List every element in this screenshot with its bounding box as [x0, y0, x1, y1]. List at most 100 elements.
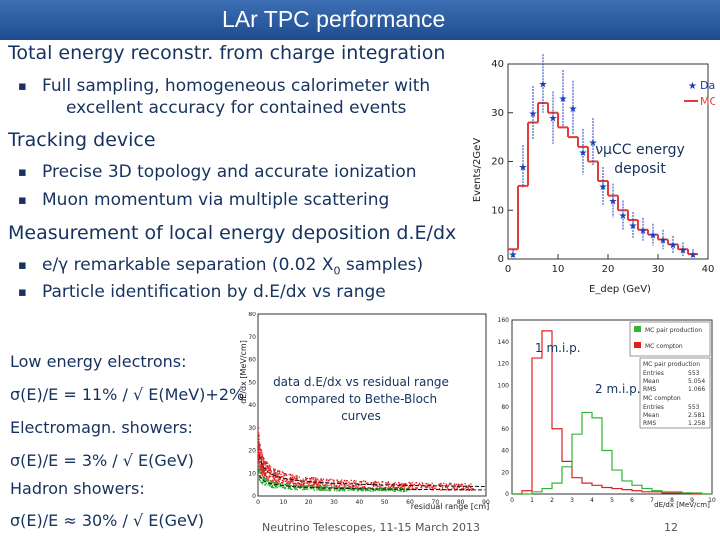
- mip2-label: 2 m.i.p.: [595, 382, 641, 396]
- c2-proton-point: [259, 467, 261, 469]
- c2-proton-point: [361, 486, 364, 488]
- c2-proton-point: [451, 488, 453, 490]
- c2-muon-point: [342, 489, 344, 491]
- c2-proton-point: [330, 478, 332, 480]
- c2-muon-point: [319, 489, 321, 491]
- c2-proton-point: [401, 484, 404, 487]
- c2-muon-point: [271, 482, 273, 484]
- c2-muon-point: [273, 482, 276, 485]
- c2-proton-point: [298, 483, 301, 486]
- c2-proton-point: [265, 475, 267, 477]
- c2-proton-point: [269, 472, 272, 475]
- c2-proton-point: [400, 486, 402, 488]
- c2-proton-point: [346, 480, 348, 482]
- c2-muon-point: [356, 487, 358, 490]
- c2-proton-point: [262, 471, 264, 473]
- c2-proton-point: [263, 463, 265, 465]
- c2-muon-point: [318, 486, 320, 488]
- c2-muon-point: [269, 485, 271, 487]
- c2-proton-point: [258, 448, 260, 450]
- c2-proton-point: [454, 484, 456, 486]
- c2-proton-point: [289, 476, 292, 479]
- c2-proton-point: [264, 473, 266, 475]
- c2-proton-point: [261, 474, 263, 477]
- c1-data-point: ★: [569, 104, 578, 115]
- c2-proton-point: [273, 479, 275, 481]
- c2-proton-point: [388, 483, 390, 485]
- c2-muon-point: [261, 483, 264, 485]
- c2-proton-point: [447, 487, 449, 490]
- res-electrons-label: Low energy electrons:: [10, 352, 187, 371]
- c2-muon-point: [271, 484, 274, 487]
- res-em-label: Electromagn. showers:: [10, 418, 193, 437]
- c2-muon-point: [289, 488, 292, 490]
- c2-proton-point: [343, 479, 346, 482]
- c2-ylabel: dE/dx [MeV/cm]: [240, 340, 248, 404]
- c2-proton-point: [381, 487, 383, 489]
- c2-proton-point: [363, 487, 365, 489]
- c2-muon-point: [372, 489, 374, 491]
- c2-muon-point: [274, 487, 276, 489]
- c3-stat-label: Entries: [643, 370, 664, 377]
- c2-proton-point: [293, 483, 295, 485]
- c2-proton-point: [259, 454, 261, 456]
- c2-proton-point: [260, 473, 263, 475]
- c2-proton-point: [276, 476, 279, 479]
- c1-xtick-label: 10: [552, 264, 565, 275]
- c2-proton-point: [371, 483, 373, 486]
- c2-proton-point: [367, 482, 369, 484]
- c2-proton-point: [263, 474, 265, 476]
- c2-proton-point: [295, 483, 297, 486]
- c2-muon-point: [344, 490, 346, 492]
- c2-muon-point: [328, 489, 330, 492]
- c2-muon-point: [323, 486, 325, 488]
- c2-muon-point: [267, 483, 269, 486]
- c2-proton-point: [455, 485, 457, 487]
- c2-muon-point: [304, 485, 306, 487]
- c2-muon-point: [264, 483, 266, 486]
- c2-muon-point: [261, 476, 263, 479]
- c2-muon-point: [375, 487, 378, 489]
- c2-proton-point: [305, 476, 307, 479]
- c2-proton-point: [438, 483, 440, 486]
- c2-proton-point: [259, 444, 261, 446]
- c2-proton-point: [322, 483, 324, 485]
- c2-proton-point: [375, 481, 378, 484]
- dedx-note-3: curves: [341, 409, 381, 423]
- c2-muon-point: [294, 486, 296, 489]
- c3-ytick-label: 120: [498, 361, 510, 368]
- c2-proton-point: [308, 481, 311, 483]
- c2-muon-point: [293, 487, 296, 489]
- c2-muon-point: [387, 487, 389, 489]
- c3-xtick-label: 6: [630, 497, 634, 504]
- c2-muon-point: [309, 485, 312, 487]
- c2-muon-point: [348, 486, 350, 489]
- c2-muon-point: [406, 487, 408, 490]
- c2-proton-point: [351, 486, 353, 488]
- c2-proton-point: [466, 488, 469, 490]
- c2-xtick-label: 60: [406, 499, 414, 506]
- c3-stat-label: Entries: [643, 404, 664, 411]
- c2-proton-point: [336, 484, 338, 487]
- c2-proton-point: [315, 479, 317, 481]
- c2-proton-point: [264, 469, 267, 471]
- c2-muon-point: [350, 487, 352, 489]
- c2-proton-point: [272, 468, 275, 470]
- c2-muon-point: [287, 486, 290, 488]
- c2-proton-point: [439, 483, 441, 485]
- c2-muon-point: [294, 484, 296, 487]
- c2-muon-point: [303, 488, 305, 491]
- c2-muon-point: [372, 487, 374, 489]
- c2-proton-point: [348, 481, 350, 483]
- c2-proton-point: [303, 482, 306, 484]
- c2-muon-point: [337, 486, 339, 489]
- c3-legend-compton: MC compton: [645, 343, 683, 350]
- c2-proton-point: [446, 486, 449, 489]
- c2-proton-point: [454, 489, 456, 491]
- c2-proton-point: [260, 449, 263, 451]
- c2-proton-point: [317, 483, 320, 485]
- c2-muon-point: [393, 490, 395, 492]
- c2-proton-point: [397, 486, 399, 488]
- c2-proton-point: [443, 482, 445, 485]
